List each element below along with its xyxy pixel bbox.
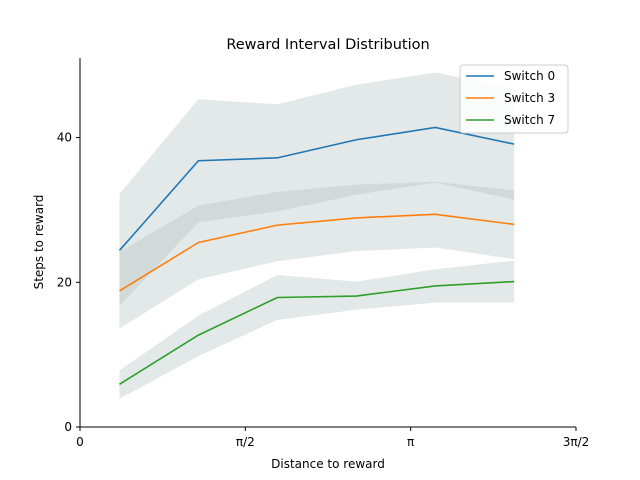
legend: Switch 0 Switch 3 Switch 7 xyxy=(459,64,569,134)
legend-label-3: Switch 7 xyxy=(504,113,555,127)
chart-title: Reward Interval Distribution xyxy=(226,37,429,53)
x-tick-label: π/2 xyxy=(236,435,255,449)
series-line-2 xyxy=(119,213,515,292)
y-ticks: 0 20 40 xyxy=(57,131,80,434)
axes xyxy=(79,58,576,428)
x-tick-label: 0 xyxy=(76,435,84,449)
confidence-band-3 xyxy=(119,260,515,399)
x-tick-label: π xyxy=(407,435,414,449)
series-lines xyxy=(118,126,515,385)
y-tick-label: 20 xyxy=(57,275,72,289)
y-tick-label: 40 xyxy=(57,131,72,145)
confidence-band-2 xyxy=(119,181,515,329)
legend-items: Switch 0 Switch 3 Switch 7 xyxy=(466,69,555,127)
series-line-1 xyxy=(118,126,515,251)
legend-label-1: Switch 0 xyxy=(504,69,555,83)
legend-box xyxy=(459,64,569,134)
y-axis-label: Steps to reward xyxy=(32,195,46,290)
x-tick-label: 3π/2 xyxy=(563,435,590,449)
legend-label-2: Switch 3 xyxy=(504,91,555,105)
y-tick-label: 0 xyxy=(64,420,72,434)
series-line-3 xyxy=(119,280,515,385)
x-axis-label: Distance to reward xyxy=(271,457,385,471)
x-ticks: 0 π/2 π 3π/2 xyxy=(76,427,589,449)
